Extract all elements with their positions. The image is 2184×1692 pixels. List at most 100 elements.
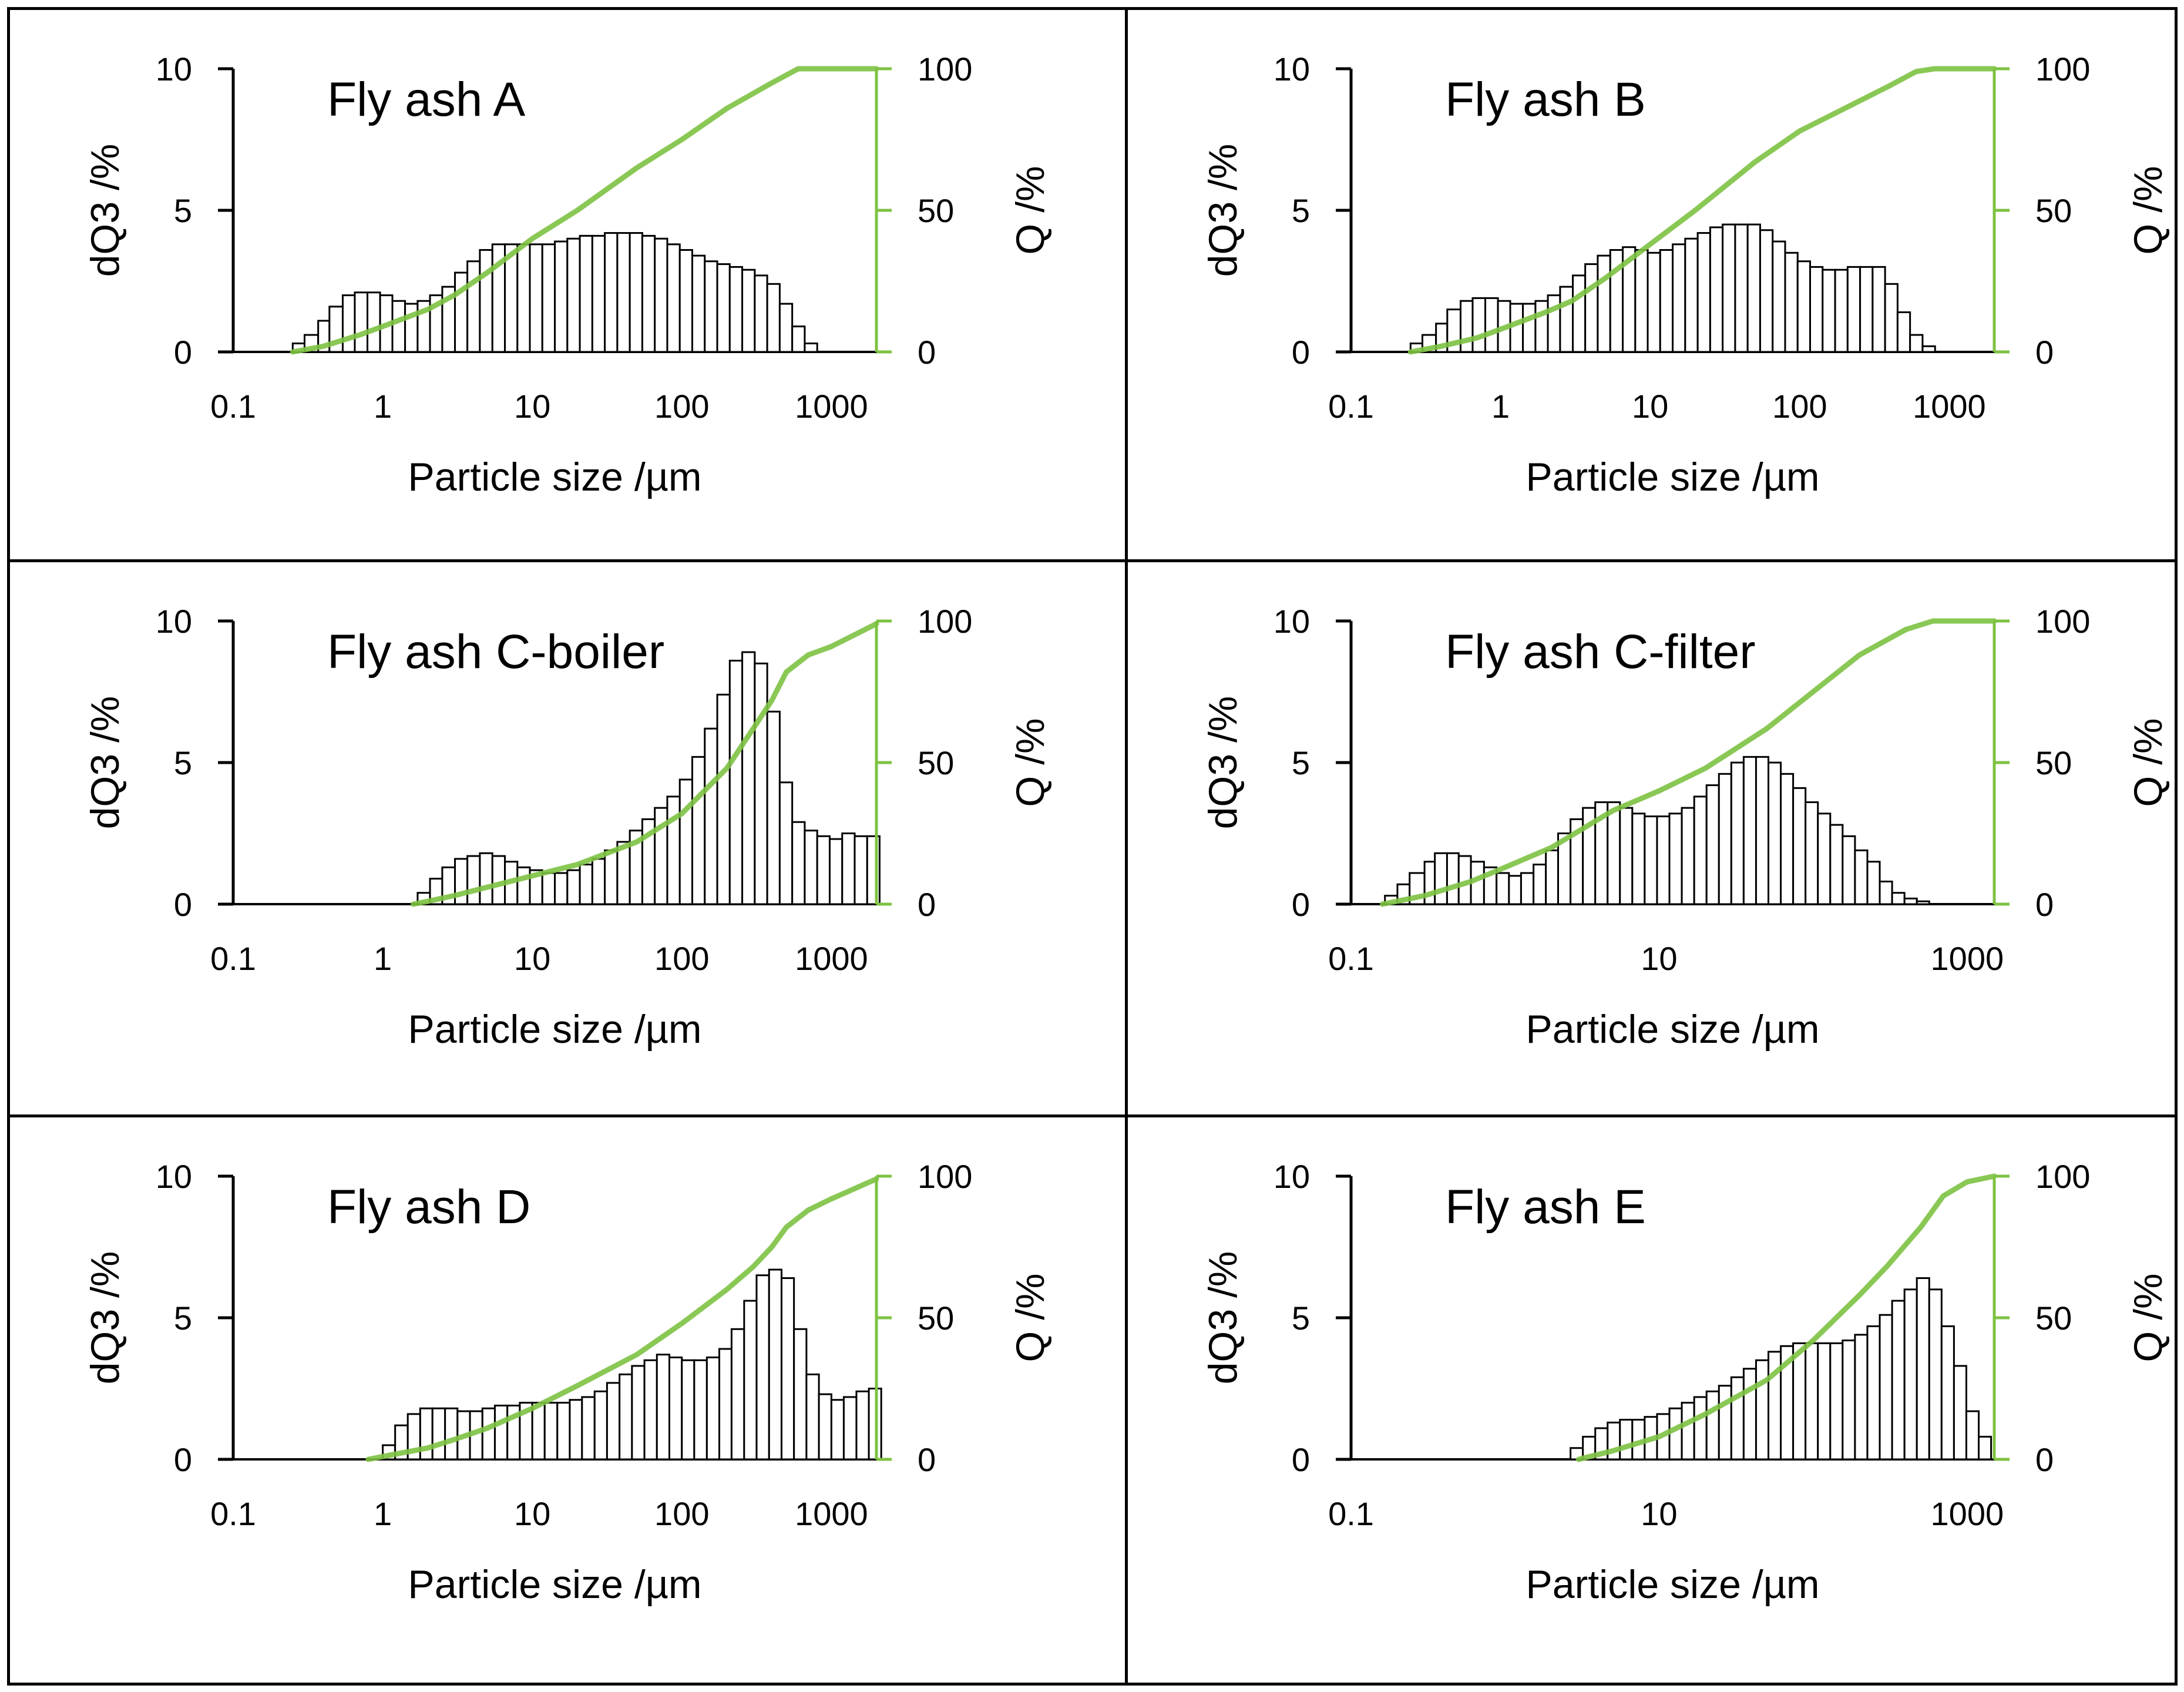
x-axis-title: Particle size /µm <box>408 1562 701 1607</box>
x-tick-label: 0.1 <box>1328 388 1374 425</box>
histogram-bar <box>1909 334 1923 353</box>
left-tick-label: 10 <box>1273 1158 1309 1195</box>
histogram-bar <box>1544 849 1559 905</box>
x-tick-label: 1 <box>374 1495 392 1532</box>
histogram-bar <box>1816 812 1831 905</box>
histogram-bar <box>1755 1359 1769 1460</box>
x-tick-label: 100 <box>654 388 709 425</box>
histogram-bar <box>1829 824 1843 905</box>
histogram-bar <box>1471 297 1486 353</box>
histogram-bar <box>1520 871 1534 905</box>
right-tick-label: 0 <box>2035 886 2054 923</box>
histogram-bar <box>579 234 593 352</box>
histogram-bar <box>1659 249 1674 353</box>
histogram-bar <box>1507 874 1522 905</box>
left-tick-label: 0 <box>1291 1441 1309 1478</box>
histogram-bar <box>1693 1395 1708 1460</box>
x-tick-label: 0.1 <box>210 1495 256 1532</box>
histogram-bar <box>1671 243 1686 352</box>
x-tick-label: 100 <box>1772 388 1827 425</box>
histogram-bar <box>1746 223 1761 352</box>
histogram-bar <box>768 1268 782 1460</box>
histogram-bar <box>656 1353 670 1460</box>
histogram-bar <box>1742 756 1757 905</box>
histogram-bar <box>1733 223 1749 352</box>
histogram-bar <box>742 1300 757 1460</box>
right-tick-label: 0 <box>2035 334 2054 371</box>
histogram-bar <box>1859 266 1873 352</box>
cumulative-curve <box>1379 618 1997 907</box>
left-tick-label: 10 <box>155 1158 191 1195</box>
x-tick-label: 100 <box>654 1495 709 1532</box>
left-tick-label: 0 <box>173 886 191 923</box>
histogram-bar <box>1558 286 1574 353</box>
histogram-bar <box>1903 1288 1918 1460</box>
histogram-bar <box>516 866 531 905</box>
right-tick-label: 0 <box>2035 1441 2054 1478</box>
histogram-bar <box>641 234 656 352</box>
histogram-bar <box>1896 311 1911 353</box>
right-axis-title: Q /% <box>2126 166 2170 254</box>
histogram-bar <box>1730 1376 1745 1460</box>
right-tick-label: 50 <box>2035 744 2072 781</box>
histogram-bar <box>841 832 855 905</box>
left-tick-label: 5 <box>173 1300 191 1337</box>
left-axis-title: dQ3 /% <box>1201 1251 1245 1384</box>
histogram-bar <box>666 795 681 905</box>
x-tick-label: 0.1 <box>210 388 256 425</box>
cumulative-curve <box>1575 1173 1997 1462</box>
histogram-bar <box>1834 268 1849 352</box>
left-tick-label: 10 <box>1273 51 1309 88</box>
histogram-bar <box>1771 240 1786 352</box>
histogram-bar <box>541 243 556 352</box>
histogram-bar <box>678 778 693 905</box>
histogram-bar <box>1547 294 1561 353</box>
histogram-bar <box>778 781 793 905</box>
right-tick-label: 100 <box>918 51 972 88</box>
histogram-bar <box>366 291 381 352</box>
x-tick-label: 1000 <box>1930 940 2004 977</box>
histogram-bar <box>1816 1342 1831 1460</box>
right-tick-label: 50 <box>918 192 954 229</box>
histogram-bar <box>1631 812 1645 905</box>
x-tick-label: 0.1 <box>210 940 256 977</box>
histogram-bar <box>1596 254 1611 352</box>
histogram-bar <box>491 855 506 905</box>
histogram-bar <box>766 710 781 905</box>
left-tick-label: 0 <box>173 1441 191 1478</box>
right-tick-label: 100 <box>918 1158 972 1195</box>
histogram-bar <box>778 303 793 352</box>
histogram-bar <box>541 871 556 905</box>
panel-fly-ash-c-filter: 0 5 10 0 50 100 0.1 10 1000 Fly ash C-filter Parti… <box>1124 559 2178 1117</box>
histogram-bar <box>516 243 531 352</box>
right-axis-title: Q /% <box>2126 718 2170 807</box>
histogram-bar <box>543 1401 558 1461</box>
histogram-bar <box>755 1274 770 1460</box>
x-tick-label: 1 <box>1491 388 1510 425</box>
right-tick-label: 100 <box>918 603 972 640</box>
histogram-bar <box>1879 1314 1893 1460</box>
histogram-bar <box>629 231 643 352</box>
histogram-bar <box>766 283 781 353</box>
histogram-bar <box>1668 812 1683 905</box>
histogram-bar <box>680 1359 695 1460</box>
histogram-bar <box>1866 1325 1881 1460</box>
histogram-bar <box>1446 852 1460 905</box>
histogram-bar <box>431 1407 446 1460</box>
histogram-bar <box>828 838 843 905</box>
histogram-bar <box>579 863 593 905</box>
histogram-bar <box>566 869 581 905</box>
histogram-bar <box>728 659 743 905</box>
histogram-bar <box>730 1328 745 1460</box>
left-axis-title: dQ3 /% <box>83 1251 127 1384</box>
histogram-bar <box>1433 852 1448 905</box>
histogram-bar <box>478 249 493 353</box>
panel-title: Fly ash A <box>327 73 526 126</box>
left-tick-label: 0 <box>1291 886 1309 923</box>
x-tick-label: 1000 <box>795 388 868 425</box>
histogram-bar <box>391 300 406 352</box>
histogram-bar <box>1853 849 1868 905</box>
histogram-bar <box>1891 891 1906 905</box>
panel-title: Fly ash B <box>1445 73 1646 126</box>
